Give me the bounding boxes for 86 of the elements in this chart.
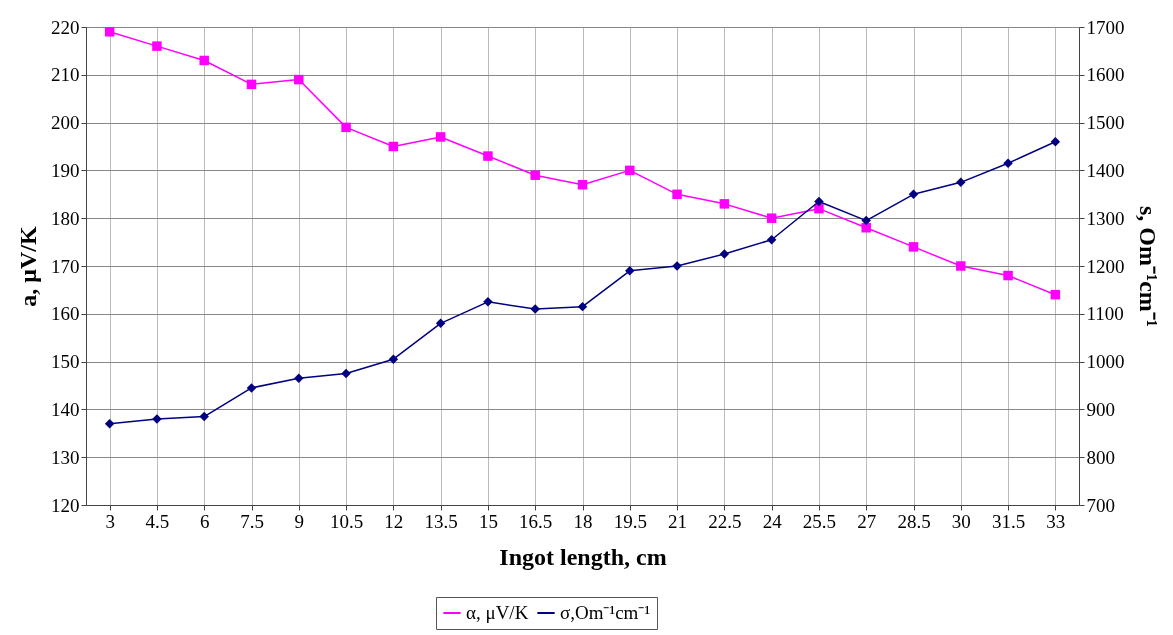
x-tick-label: 9 xyxy=(294,510,305,532)
y2-tick-label: 1600 xyxy=(1086,64,1125,86)
point xyxy=(104,27,115,37)
y2-tick-label: 1000 xyxy=(1086,351,1125,373)
point xyxy=(199,55,209,66)
y-tick-label: 220 xyxy=(51,16,80,38)
point xyxy=(861,215,871,226)
y-tick-label: 180 xyxy=(51,207,80,229)
x-tick-label: 7.5 xyxy=(240,510,264,532)
x-tick-label: 15 xyxy=(478,510,498,532)
x-tick-label: 6 xyxy=(199,510,210,532)
x-tick-label: 31.5 xyxy=(991,510,1026,532)
point xyxy=(814,196,824,207)
point xyxy=(908,242,919,252)
x-tick-label: 27 xyxy=(857,510,877,532)
point xyxy=(435,132,446,142)
point xyxy=(719,249,730,259)
point xyxy=(294,373,304,384)
y-tick-label: 160 xyxy=(51,303,80,325)
point xyxy=(719,199,730,209)
y2-tick-label: 1100 xyxy=(1086,303,1124,325)
point xyxy=(246,383,257,393)
x-tick-label: 16.5 xyxy=(519,510,553,532)
point xyxy=(672,189,682,200)
x-tick-label: 33 xyxy=(1046,510,1066,532)
point xyxy=(246,79,257,90)
point xyxy=(1003,270,1013,281)
y-tick-label: 150 xyxy=(51,351,80,373)
x-axis-title: Ingot length, cm xyxy=(499,543,667,570)
x-tick-label: 18 xyxy=(573,510,593,532)
x-tick-label: 3 xyxy=(105,510,115,532)
y-tick-label: 190 xyxy=(51,159,80,181)
point xyxy=(1003,158,1013,168)
point xyxy=(1050,289,1061,300)
x-tick-label: 24 xyxy=(762,510,783,532)
y2-tick-label: 1300 xyxy=(1086,207,1125,229)
point xyxy=(388,141,399,152)
point xyxy=(908,189,919,200)
y-tick-label: 200 xyxy=(51,112,80,134)
x-tick-label: 28.5 xyxy=(897,510,931,532)
point xyxy=(104,419,115,429)
y-tick-label: 140 xyxy=(51,398,80,420)
y2-tick-label: 1400 xyxy=(1086,159,1125,181)
y2-tick-label: 1500 xyxy=(1086,112,1125,134)
point xyxy=(766,213,777,223)
point xyxy=(956,261,966,271)
x-tick-label: 19.5 xyxy=(613,510,647,532)
point xyxy=(530,170,540,180)
point xyxy=(435,318,446,329)
y-tick-label: 170 xyxy=(51,255,80,277)
y2-tick-label: 900 xyxy=(1086,398,1115,420)
point xyxy=(199,411,209,422)
point xyxy=(341,122,351,133)
x-tick-label: 4.5 xyxy=(145,510,170,532)
x-tick-label: 13.5 xyxy=(424,510,458,532)
y2-tick-label: 800 xyxy=(1086,446,1115,468)
point xyxy=(625,165,635,176)
y2-tick-label: 1700 xyxy=(1086,16,1125,38)
y-tick-label: 130 xyxy=(51,446,80,468)
point xyxy=(766,234,777,245)
legend-label: α, μV/K xyxy=(466,602,529,623)
point xyxy=(577,301,588,312)
y-tick-label: 120 xyxy=(51,494,80,516)
point xyxy=(577,180,588,190)
y2-tick-label: 700 xyxy=(1086,494,1115,516)
point xyxy=(294,74,304,85)
x-tick-label: 12 xyxy=(384,510,404,532)
y-axis-title: a, μV/K xyxy=(15,226,41,307)
x-tick-label: 30 xyxy=(951,510,971,532)
point xyxy=(152,41,162,51)
point xyxy=(861,223,871,233)
x-tick-label: 22.5 xyxy=(708,510,742,532)
point xyxy=(625,266,635,276)
point xyxy=(814,203,824,214)
point xyxy=(388,354,399,364)
point xyxy=(341,368,351,379)
point xyxy=(956,177,966,188)
legend-label: σ,Om⁻¹cm⁻¹ xyxy=(560,602,651,623)
point xyxy=(483,151,493,161)
x-tick-label: 25.5 xyxy=(802,510,837,532)
point xyxy=(1050,136,1061,147)
y2-axis-title: s, Om⁻¹cm⁻¹ xyxy=(1134,205,1161,328)
x-tick-label: 10.5 xyxy=(329,510,364,532)
y-tick-label: 210 xyxy=(51,64,80,86)
x-tick-label: 21 xyxy=(668,510,688,532)
y2-tick-label: 1200 xyxy=(1086,255,1125,277)
